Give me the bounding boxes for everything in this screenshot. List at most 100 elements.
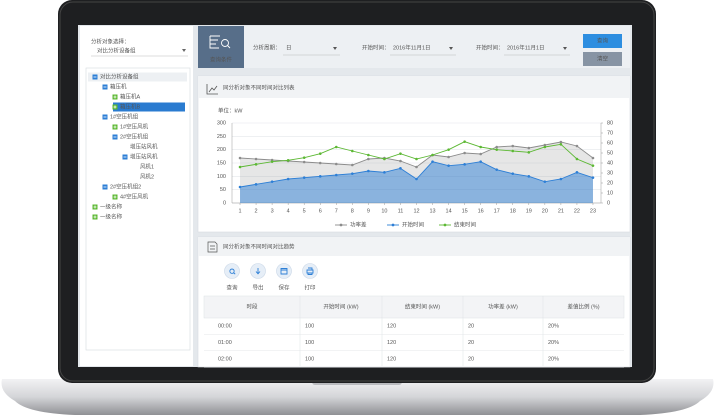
point: [302, 160, 306, 164]
point: [318, 175, 322, 178]
point: [351, 149, 354, 153]
point: [575, 144, 579, 148]
y-tick-label: 200: [217, 147, 226, 153]
x-tick-label: 23: [590, 208, 596, 214]
table-cell: 20%: [548, 356, 559, 362]
dropdown-value[interactable]: 对比分析设备组: [97, 46, 136, 54]
point: [286, 177, 290, 181]
tree-node[interactable]: 风机1: [140, 162, 154, 170]
y2-tick-label: 30: [607, 170, 613, 176]
x-tick-label: 19: [526, 208, 532, 214]
point: [479, 160, 482, 163]
field-label: 分析周期：: [253, 43, 281, 51]
chart-panel: [197, 75, 631, 233]
button[interactable]: [583, 34, 622, 48]
x-tick-label: 12: [413, 208, 419, 214]
point: [511, 144, 515, 148]
tree-node[interactable]: 一级名称: [100, 202, 123, 210]
field-value[interactable]: 2016年11月1日: [393, 43, 431, 51]
point: [254, 183, 258, 186]
query-title: 查询条件: [210, 55, 233, 63]
tree-node[interactable]: 4#空压风机: [120, 192, 149, 200]
x-tick-label: 18: [510, 208, 516, 214]
tool-icon: [255, 268, 261, 275]
unit-label: 单位：kW: [218, 106, 243, 114]
tree-node[interactable]: 增压站风机: [130, 142, 158, 150]
point: [367, 157, 370, 161]
point: [270, 160, 274, 163]
tree-node[interactable]: 一级名称: [100, 212, 123, 220]
x-tick-label: 16: [478, 208, 484, 214]
table-cell: 00:00: [218, 323, 232, 329]
tree-node[interactable]: 风机2: [140, 172, 154, 180]
tool-button[interactable]: [302, 263, 318, 279]
legend-label[interactable]: 结束时间: [454, 220, 476, 228]
field-arrow: [449, 47, 453, 50]
field-label: 开始时间：: [362, 43, 390, 51]
point: [559, 143, 563, 146]
y2-tick-label: 10: [607, 190, 613, 196]
table-cell: 01:00: [218, 340, 232, 346]
point: [591, 176, 595, 179]
x-tick-label: 13: [429, 208, 435, 214]
point: [351, 163, 354, 167]
tool-button[interactable]: [276, 263, 292, 279]
tool-label[interactable]: 打印: [304, 283, 316, 291]
x-tick-label: 3: [271, 208, 274, 214]
point: [543, 180, 547, 183]
tree-node[interactable]: 对比分析设备组: [100, 72, 139, 80]
y-tick-label: 300: [217, 120, 226, 126]
field-arrow: [563, 47, 567, 50]
button[interactable]: [583, 52, 622, 66]
tool-label[interactable]: 导出: [252, 283, 263, 291]
table-cell: 120: [387, 356, 396, 362]
tool-button[interactable]: [224, 263, 240, 279]
button-label[interactable]: 查询: [597, 36, 609, 44]
tree-node[interactable]: 箱压机A: [120, 92, 141, 100]
tool-label[interactable]: 保存: [278, 283, 290, 291]
point: [511, 149, 515, 153]
table-cell: 100: [305, 356, 314, 362]
tree-node[interactable]: 增压站风机: [130, 152, 158, 160]
x-tick-label: 8: [351, 208, 354, 214]
legend-dot: [443, 223, 447, 227]
x-tick-label: 4: [287, 208, 290, 214]
table-header-bg: [203, 295, 625, 319]
point: [511, 172, 515, 175]
tree-node[interactable]: 2#空压机组: [120, 132, 149, 140]
tree-leaf-sign: [113, 195, 117, 199]
tree-leaf-sign: [113, 125, 117, 129]
point: [270, 180, 274, 183]
point: [463, 140, 466, 143]
legend-label[interactable]: 开始时间: [402, 220, 424, 228]
point: [238, 156, 242, 160]
point: [334, 162, 338, 166]
point: [286, 159, 290, 162]
table-cell: 120: [387, 323, 396, 329]
query-icon-handle: [227, 45, 231, 49]
tree-node[interactable]: 箱压机B: [120, 102, 141, 110]
button-label[interactable]: 清空: [597, 54, 609, 62]
tool-label[interactable]: 查询: [226, 283, 238, 291]
x-tick-label: 10: [381, 208, 387, 214]
x-tick-label: 22: [574, 208, 580, 214]
tree-row-bg: [88, 72, 187, 82]
field-value[interactable]: 2016年11月1日: [507, 43, 545, 51]
table-cell: 20: [468, 340, 474, 346]
legend-label[interactable]: 功率差: [350, 220, 367, 228]
field-value[interactable]: 日: [286, 44, 292, 51]
y2-tick-label: 70: [607, 130, 613, 136]
point: [463, 151, 466, 155]
tree-node[interactable]: 1#空压风机: [120, 122, 149, 130]
tree-node[interactable]: 箱压机: [110, 82, 127, 90]
point: [367, 169, 370, 173]
tree-node[interactable]: 2#空压机组2: [110, 182, 141, 190]
field-arrow: [333, 47, 337, 50]
tree-node[interactable]: 1#空压机组: [110, 112, 139, 120]
sidebar-label: 分析对象选择：: [91, 37, 130, 45]
table-cell: 20: [468, 356, 474, 362]
legend-dot: [391, 223, 395, 227]
table-cell: 20: [468, 323, 474, 329]
x-tick-label: 15: [462, 208, 468, 214]
point: [254, 157, 258, 161]
